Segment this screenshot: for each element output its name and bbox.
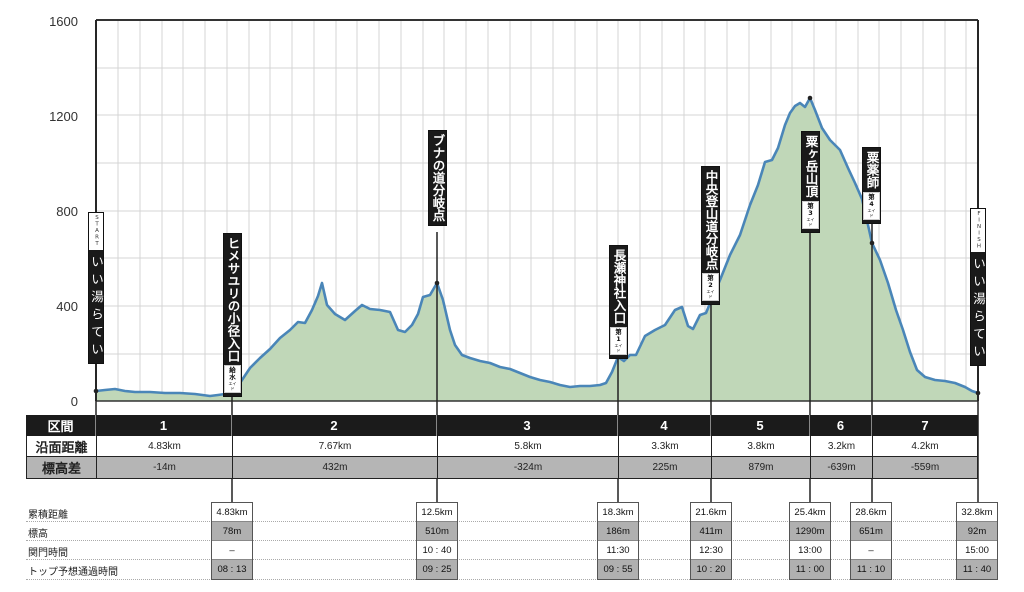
waypoint-info-box: 18.3km 186m 11:30 09 : 55: [597, 502, 639, 580]
start-label: START いい湯らてい: [88, 212, 104, 364]
ytick-0: 0: [70, 394, 78, 409]
start-name: いい湯らてい: [89, 254, 104, 360]
waypoint-label-himesayuri: ヒメサユリの小径入口 給水 エイド: [223, 233, 242, 397]
label-top-pass-time: トップ予想通過時間: [28, 567, 118, 578]
divider: [26, 559, 978, 560]
label-cumulative-distance: 累積距離: [28, 510, 68, 521]
aid-badge: 第2 エイド: [702, 273, 719, 301]
ytick-800: 800: [56, 204, 78, 219]
divider: [26, 579, 978, 580]
waypoint-info-box: 21.6km 411m 12:30 10 : 20: [690, 502, 732, 580]
aid-badge: 第1 エイド: [610, 327, 627, 355]
waypoint-label-chuo: 中央登山道分岐点 第2 エイド: [701, 166, 720, 305]
divider: [26, 521, 978, 522]
waypoint-label-awagatake: 粟ヶ岳山頂 第3 エイド: [801, 131, 820, 233]
finish-label: FINISH いい湯らてい: [970, 208, 986, 366]
waypoint-info-box: 32.8km 92m 15:00 11 : 40: [956, 502, 998, 580]
waypoint-info-box: 25.4km 1290m 13:00 11 : 00: [789, 502, 831, 580]
section-elevation-diff-row: 標高差 -14m 432m -324m 225m 879m -639m -559…: [26, 457, 978, 479]
label-cutoff-time: 関門時間: [28, 548, 68, 559]
waypoint-label-awayakushi: 粟薬師 第4 エイド: [862, 147, 881, 224]
waypoint-info-box: 12.5km 510m 10 : 40 09 : 25: [416, 502, 458, 580]
start-tag: START: [89, 213, 103, 250]
finish-name: いい湯らてい: [971, 257, 986, 362]
waypoint-info-box: 4.83km 78m –08 : 13: [211, 502, 253, 580]
ytick-1200: 1200: [49, 109, 78, 124]
ytick-1600: 1600: [49, 14, 78, 29]
section-header-row: 区間 1 2 3 4 5 6 7: [26, 415, 978, 436]
aid-badge: 給水 エイド: [224, 365, 241, 393]
ytick-400: 400: [56, 299, 78, 314]
waypoint-info-box: 28.6km 651m –11 : 10: [850, 502, 892, 580]
aid-badge: 第3 エイド: [802, 200, 819, 229]
waypoint-label-nagase: 長瀬神社入口 第1 エイド: [609, 245, 628, 359]
elevation-area: [96, 98, 978, 401]
divider: [26, 540, 978, 541]
finish-tag: FINISH: [971, 209, 985, 252]
elevation-line: [95, 96, 979, 398]
section-distance-row: 沿面距離 4.83km 7.67km 5.8km 3.3km 3.8km 3.2…: [26, 436, 978, 457]
label-elevation: 標高: [28, 529, 48, 540]
aid-badge: 第4 エイド: [863, 191, 880, 220]
waypoint-label-buna: ブナの道分岐点: [428, 130, 447, 226]
